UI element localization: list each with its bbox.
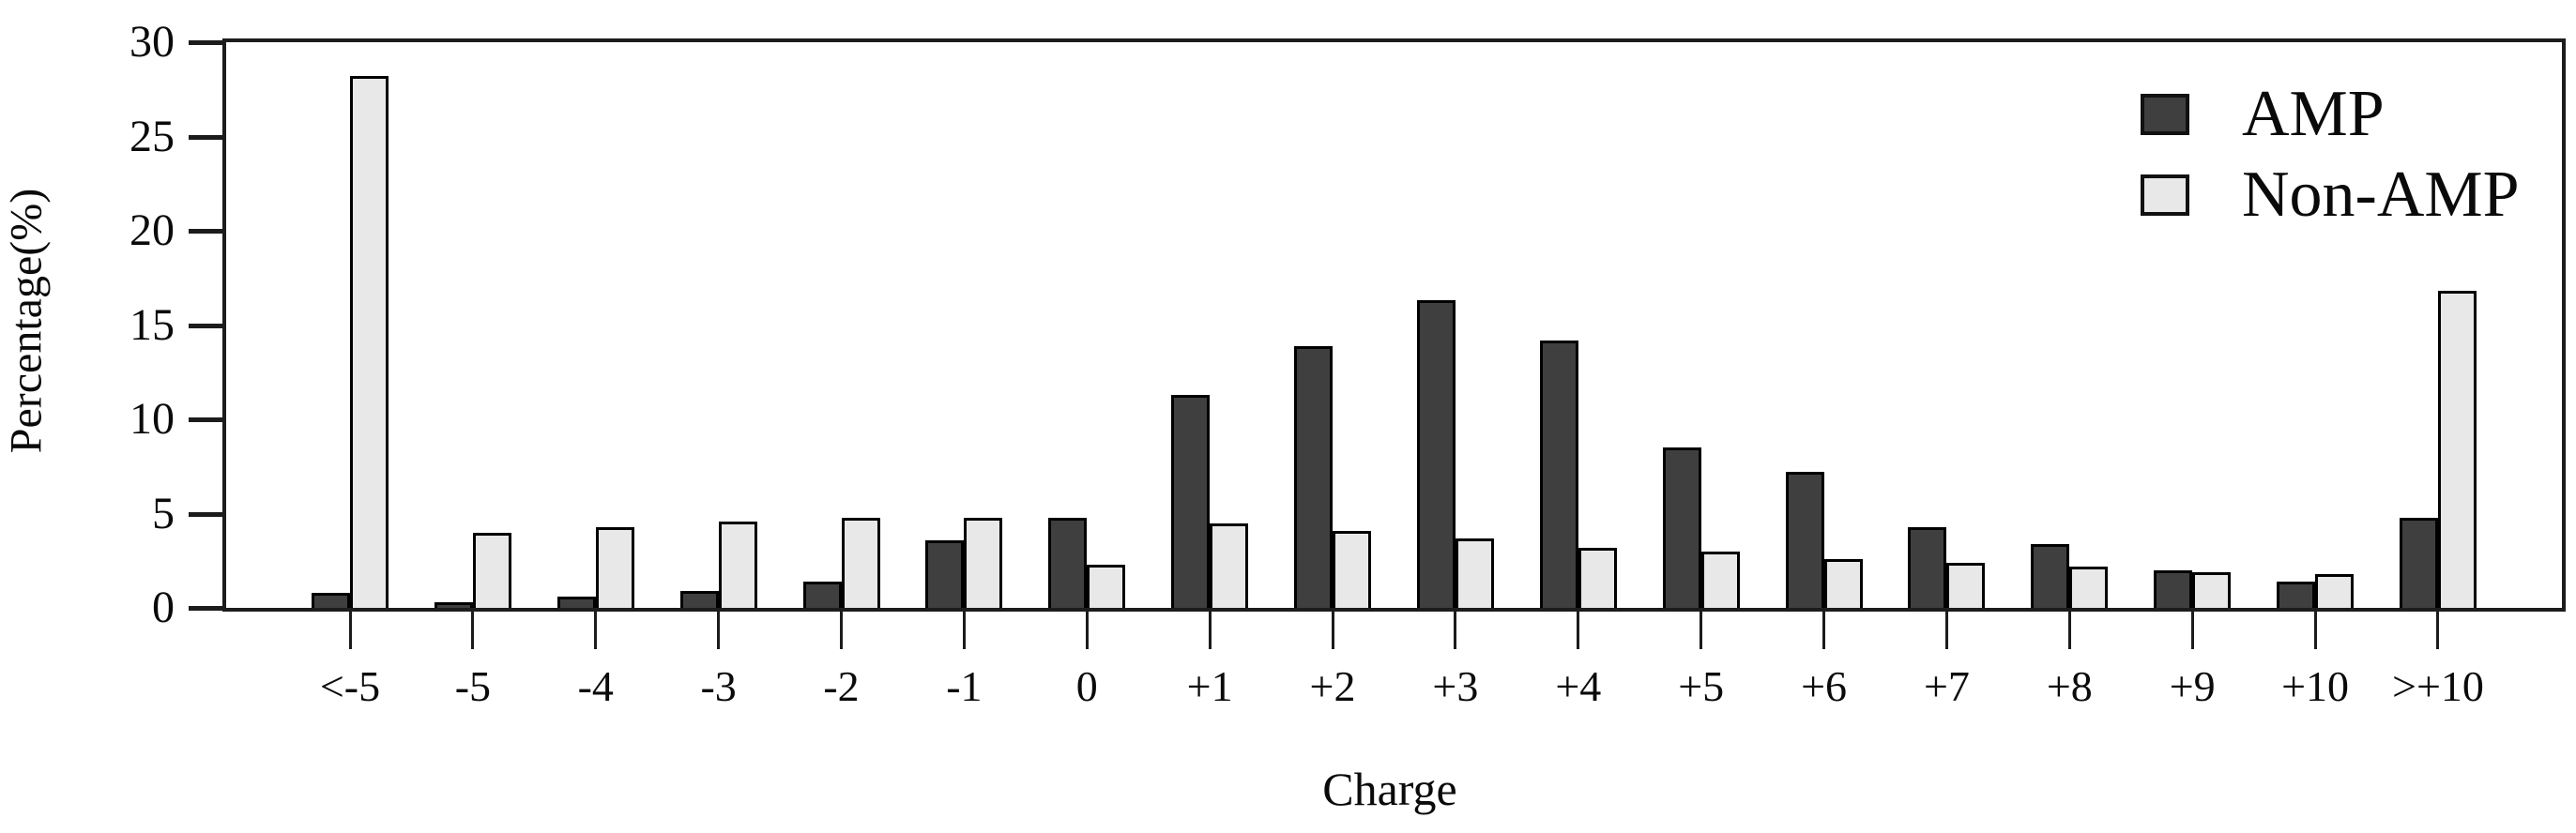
x-axis-tick-label-<-5: <-5 [319,662,381,710]
bar-amp-0 [1048,517,1088,608]
bar-non-amp--5 [472,532,511,608]
x-axis-tick-0 [1085,608,1089,649]
legend-item-amp: AMP [2141,82,2385,147]
bar-amp-+2 [1294,345,1334,608]
y-axis-tick-5 [189,511,222,517]
bar-amp-+10 [2277,581,2316,608]
x-axis-title: Charge [1322,763,1457,815]
bar-amp-+8 [2031,543,2070,608]
x-axis-tick-label-+6: +6 [1801,662,1848,710]
x-axis-tick-label--1: -1 [946,662,983,710]
x-axis-tick-label-+9: +9 [2169,662,2216,710]
bar-non-amp--3 [718,521,757,608]
x-axis-tick->+10 [2436,608,2440,649]
bar-non-amp-+9 [2192,571,2232,608]
x-axis-tick-label-+8: +8 [2046,662,2093,710]
legend-item-non-amp: Non-AMP [2141,162,2520,228]
x-axis-tick-+2 [1331,608,1334,649]
bar-non-amp-+7 [1946,562,1986,608]
bar-amp-+1 [1171,394,1211,608]
x-axis-tick-+9 [2190,608,2194,649]
amp-legend-label: AMP [2242,78,2385,150]
y-axis-tick-15 [189,323,222,328]
bar-amp-+7 [1908,526,1947,608]
x-axis-tick--4 [594,608,598,649]
bar-amp-+9 [2154,569,2193,608]
bar-amp--2 [802,581,842,608]
bar-amp--5 [434,601,473,608]
y-axis-tick-30 [189,40,222,45]
bar-non-amp--4 [595,526,634,608]
bar-amp-+4 [1539,340,1578,608]
x-axis-tick-+4 [1577,608,1580,649]
bar-amp--1 [925,539,965,608]
x-axis-tick-label--4: -4 [577,662,614,710]
y-axis-tick-label-5: 5 [152,488,175,538]
x-axis-tick-label->+10: >+10 [2392,662,2484,710]
amp-legend-swatch [2141,94,2189,135]
y-axis-tick-label-30: 30 [130,17,175,67]
y-axis-tick-label-20: 20 [130,205,175,255]
bar-non-amp-+5 [1700,551,1740,608]
bar-non-amp-+6 [1823,558,1863,608]
bar-non-amp-+2 [1333,530,1372,608]
x-axis-tick-+5 [1700,608,1703,649]
bar-amp--4 [556,596,596,608]
bar-amp->+10 [2399,517,2438,608]
x-axis-tick-+1 [1208,608,1212,649]
x-axis-tick-+8 [2067,608,2071,649]
y-axis-tick-label-25: 25 [130,111,175,161]
bar-amp--3 [679,590,719,608]
bar-amp-<-5 [312,592,350,608]
x-axis-tick-label--5: -5 [454,662,492,710]
bar-non-amp-+3 [1455,538,1494,608]
x-axis-tick-label-+4: +4 [1555,662,1602,710]
non-amp-legend-label: Non-AMP [2242,159,2520,231]
y-axis-tick-20 [189,229,222,234]
bar-non-amp-+8 [2069,566,2109,608]
x-axis-tick-label-+1: +1 [1186,662,1233,710]
y-axis-tick-0 [189,606,222,611]
non-amp-legend-swatch [2141,174,2189,216]
x-axis-tick-label-+3: +3 [1432,662,1479,710]
bar-non-amp-+4 [1578,547,1617,608]
y-axis-tick-10 [189,417,222,422]
bar-non-amp-<-5 [350,76,389,608]
y-axis-tick-label-15: 15 [130,299,175,350]
plot-area: AMP Non-AMP 0 5 10 15 20 25 30 <-5 -5 -4 -3 -2 -1 0 +1… [130,20,2566,710]
x-axis-tick-+7 [1944,608,1948,649]
x-axis-tick-<-5 [348,608,352,649]
bar-non-amp->+10 [2437,291,2477,608]
bar-non-amp--1 [964,517,1003,608]
x-axis-tick--3 [717,608,721,649]
y-axis-tick-label-0: 0 [152,583,175,632]
x-axis-tick--2 [840,608,844,649]
x-axis-tick-+6 [1822,608,1826,649]
x-axis-tick-label-+7: +7 [1923,662,1970,710]
x-axis-tick-+3 [1454,608,1457,649]
bar-amp-+3 [1416,300,1456,608]
x-axis-tick--1 [962,608,966,649]
x-axis-tick-label--2: -2 [823,662,860,710]
x-axis-tick-+10 [2313,608,2317,649]
bar-non-amp-0 [1087,564,1126,608]
x-axis-tick-label-+2: +2 [1309,662,1356,710]
y-axis-tick-25 [189,134,222,140]
x-axis-tick-label-0: 0 [1075,662,1098,710]
x-axis-tick-label-+10: +10 [2281,662,2350,710]
x-axis-tick--5 [471,608,475,649]
x-axis-tick-label--3: -3 [700,662,737,710]
bar-non-amp-+1 [1210,523,1249,608]
bar-amp-+5 [1662,447,1701,608]
x-axis-tick-label-+5: +5 [1678,662,1725,710]
y-axis-tick-label-10: 10 [130,394,175,444]
bar-non-amp-+10 [2315,573,2355,608]
bar-non-amp--2 [841,517,880,608]
bar-amp-+6 [1785,472,1824,608]
